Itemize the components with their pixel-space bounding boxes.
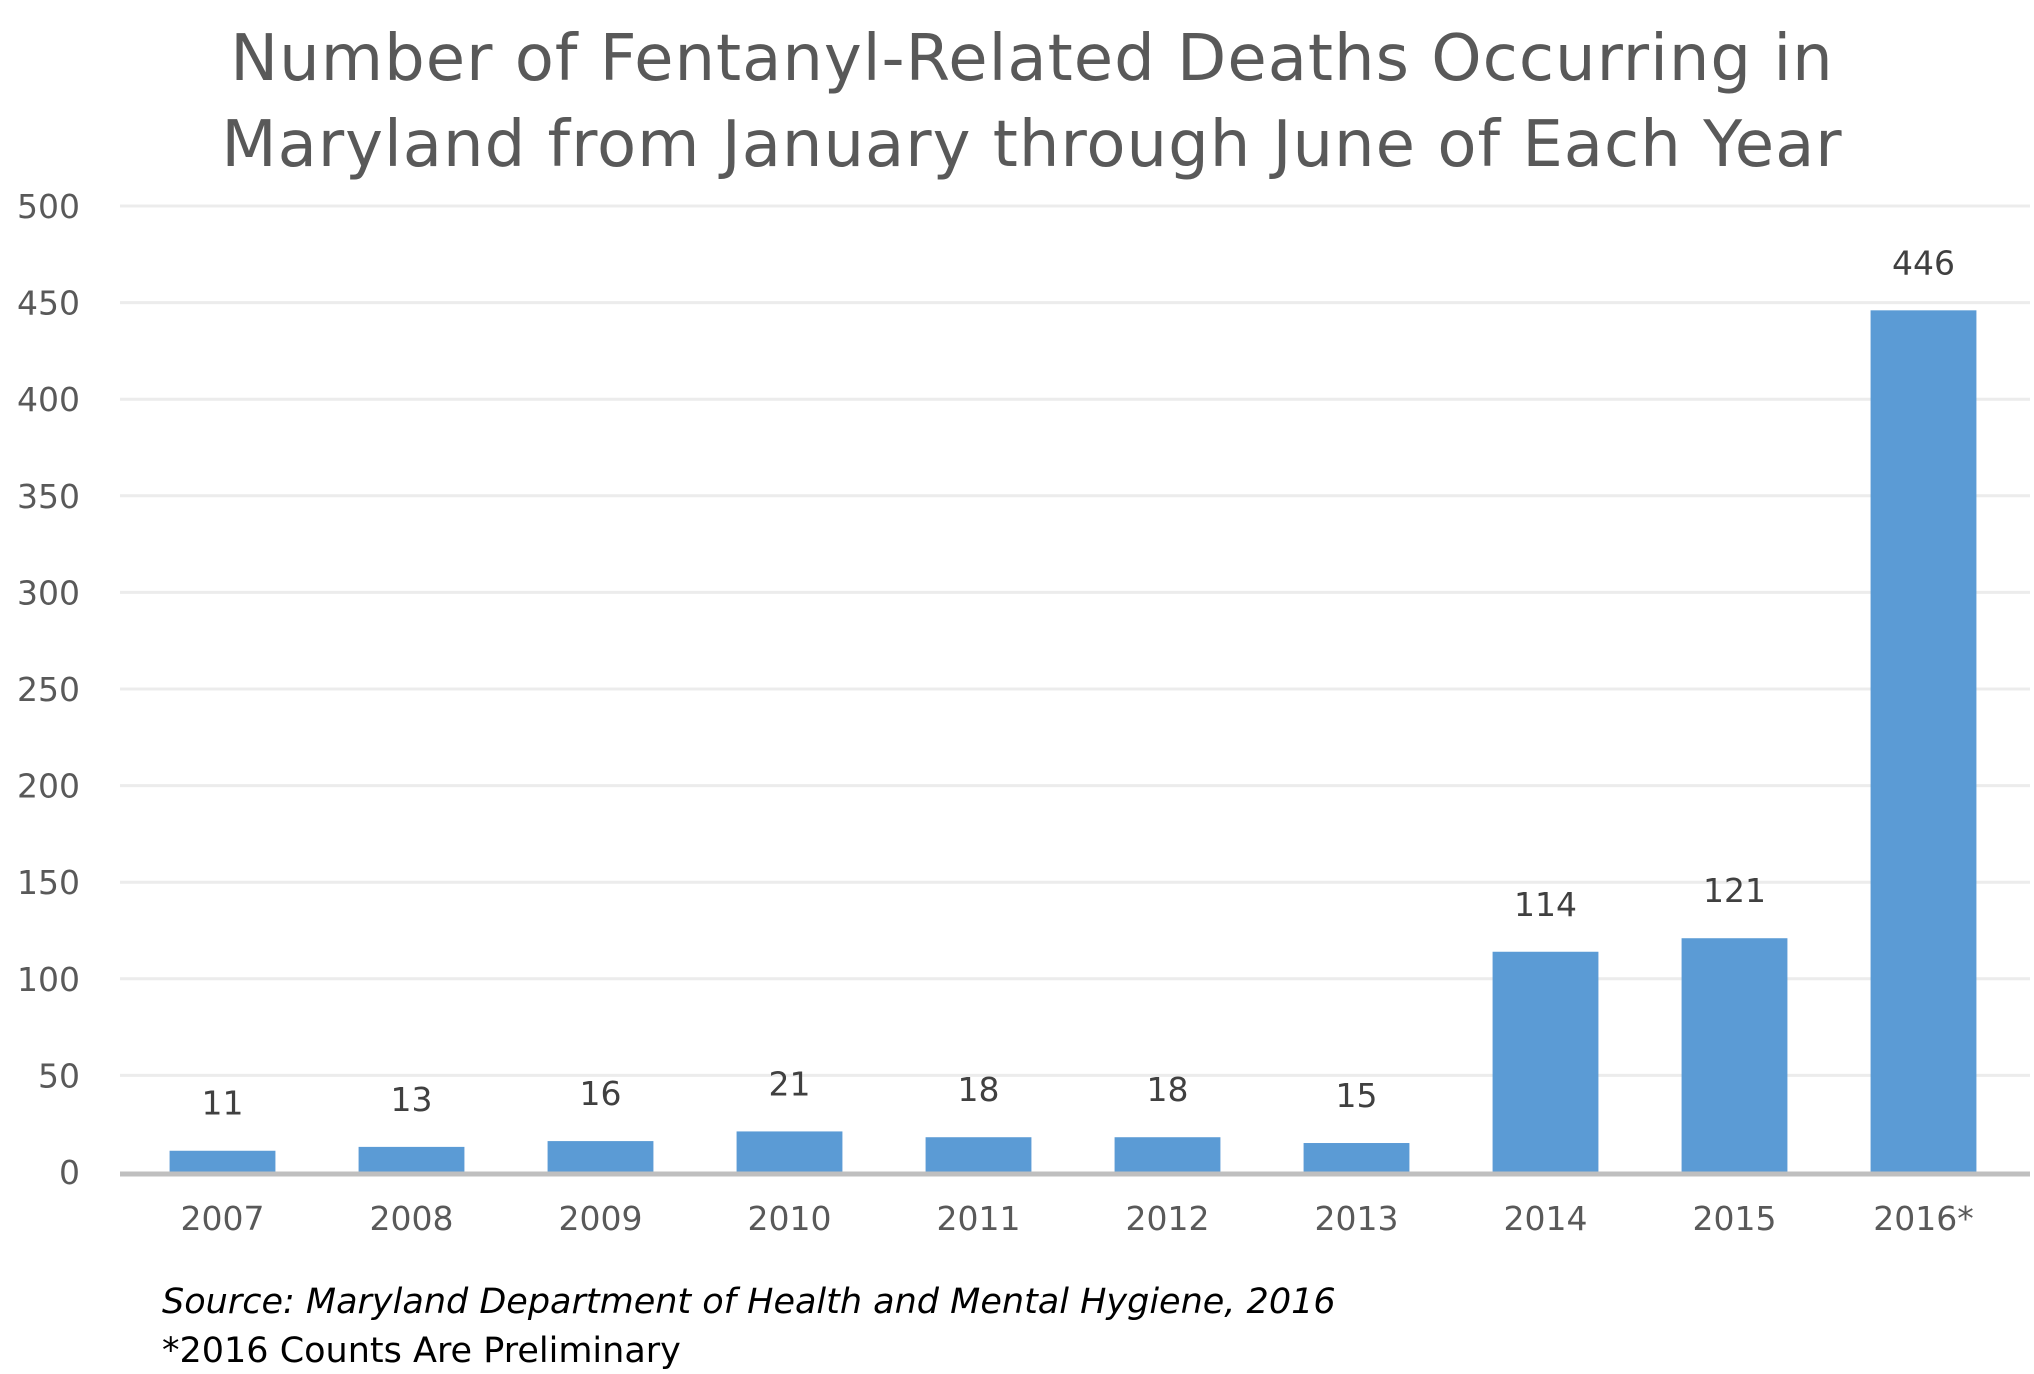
data-label: 18 [1147,1070,1189,1109]
data-label: 16 [580,1074,622,1113]
bars [169,310,1977,1172]
data-label: 121 [1703,871,1766,910]
y-tick-label: 50 [38,1056,80,1095]
y-tick-label: 150 [17,863,80,902]
x-axis-category-labels: 2007 2008 2009 2010 2011 2012 2013 2014 2015 2016… [181,1199,1974,1238]
data-label: 18 [958,1070,1000,1109]
y-tick-label: 250 [17,670,80,709]
y-tick-label: 0 [59,1153,80,1192]
x-category-label: 2013 [1315,1199,1399,1238]
data-label: 446 [1892,243,1955,282]
y-tick-label: 100 [17,960,80,999]
data-labels: 11 13 16 21 18 18 15 114 121 446 [202,243,1956,1122]
gridlines [120,204,2030,1077]
y-tick-label: 200 [17,767,80,806]
source-note: Source: Maryland Department of Health an… [162,1282,1336,1322]
bar [358,1146,465,1172]
bar [1681,938,1788,1172]
y-axis-tick-labels: 0 50 100 150 200 250 300 350 400 450 500 [17,187,80,1192]
y-tick-label: 500 [17,187,80,226]
y-tick-label: 300 [17,573,80,612]
bar [169,1150,276,1172]
x-category-label: 2010 [748,1199,832,1238]
chart-title: Number of Fentanyl-Related Deaths Occurr… [221,22,1842,182]
data-label: 15 [1336,1076,1378,1115]
data-label: 21 [769,1064,811,1103]
bar [547,1141,654,1172]
x-category-label: 2011 [937,1199,1021,1238]
bar [1492,951,1599,1172]
bar [925,1137,1032,1172]
bar [1870,310,1977,1172]
y-tick-label: 400 [17,380,80,419]
x-category-label: 2008 [370,1199,454,1238]
bar [736,1131,843,1172]
y-tick-label: 450 [17,284,80,323]
x-category-label: 2016* [1873,1199,1973,1238]
x-category-label: 2012 [1126,1199,1210,1238]
bar [1114,1137,1221,1172]
data-label: 13 [391,1080,433,1119]
y-tick-label: 350 [17,477,80,516]
bar [1303,1143,1410,1172]
chart-title-line-1: Number of Fentanyl-Related Deaths Occurr… [230,22,1833,96]
x-category-label: 2007 [181,1199,265,1238]
footnote: *2016 Counts Are Preliminary [162,1331,681,1371]
chart-title-line-2: Maryland from January through June of Ea… [221,108,1842,182]
data-label: 114 [1514,885,1577,924]
x-category-label: 2009 [559,1199,643,1238]
x-category-label: 2015 [1693,1199,1777,1238]
chart-notes: Source: Maryland Department of Health an… [162,1282,1336,1371]
data-label: 11 [202,1084,244,1123]
x-category-label: 2014 [1504,1199,1588,1238]
